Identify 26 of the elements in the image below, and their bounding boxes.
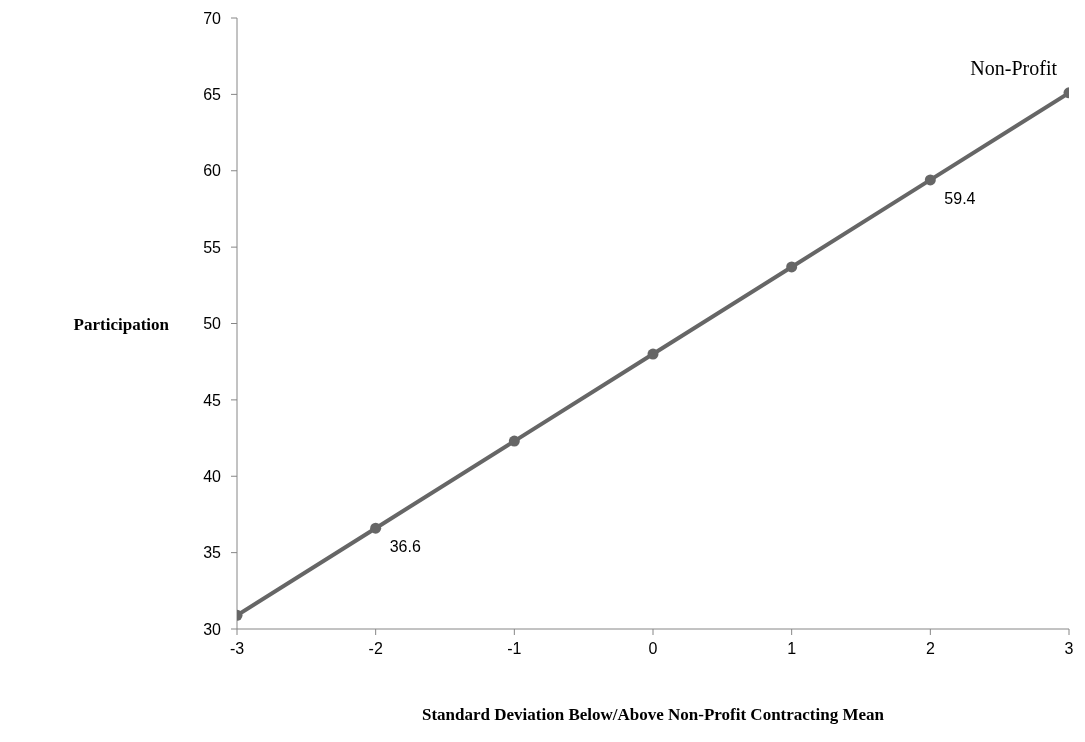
point	[508, 435, 520, 447]
y-tick-label: 60	[203, 162, 222, 180]
point	[370, 522, 382, 534]
data-label: 59.4	[944, 189, 976, 207]
x-tick-label: 1	[787, 640, 797, 658]
y-tick-label: 70	[203, 9, 222, 27]
point	[924, 174, 936, 186]
point	[786, 261, 798, 273]
x-tick-label: -3	[229, 640, 245, 658]
x-tick-label: -2	[368, 640, 383, 658]
y-tick-label: 45	[203, 391, 222, 409]
series-label: Non-Profit	[970, 56, 1058, 79]
y-tick-label: 30	[203, 620, 222, 638]
y-tick-label: 40	[203, 467, 222, 485]
x-tick-label: 2	[925, 640, 935, 658]
y-tick-label: 35	[203, 544, 222, 562]
y-tick-label: 65	[203, 86, 222, 104]
x-tick-label: 3	[1064, 640, 1074, 658]
data-label: 36.6	[389, 538, 421, 556]
x-tick-label: -1	[507, 640, 522, 658]
point	[647, 348, 659, 360]
x-axis-title: Standard Deviation Below/Above Non-Profit Contracting Mean	[422, 705, 885, 724]
y-tick-label: 50	[203, 315, 222, 333]
y-tick-label: 55	[203, 238, 222, 256]
y-axis-title: Participation	[73, 314, 170, 334]
x-tick-label: 0	[648, 640, 658, 658]
